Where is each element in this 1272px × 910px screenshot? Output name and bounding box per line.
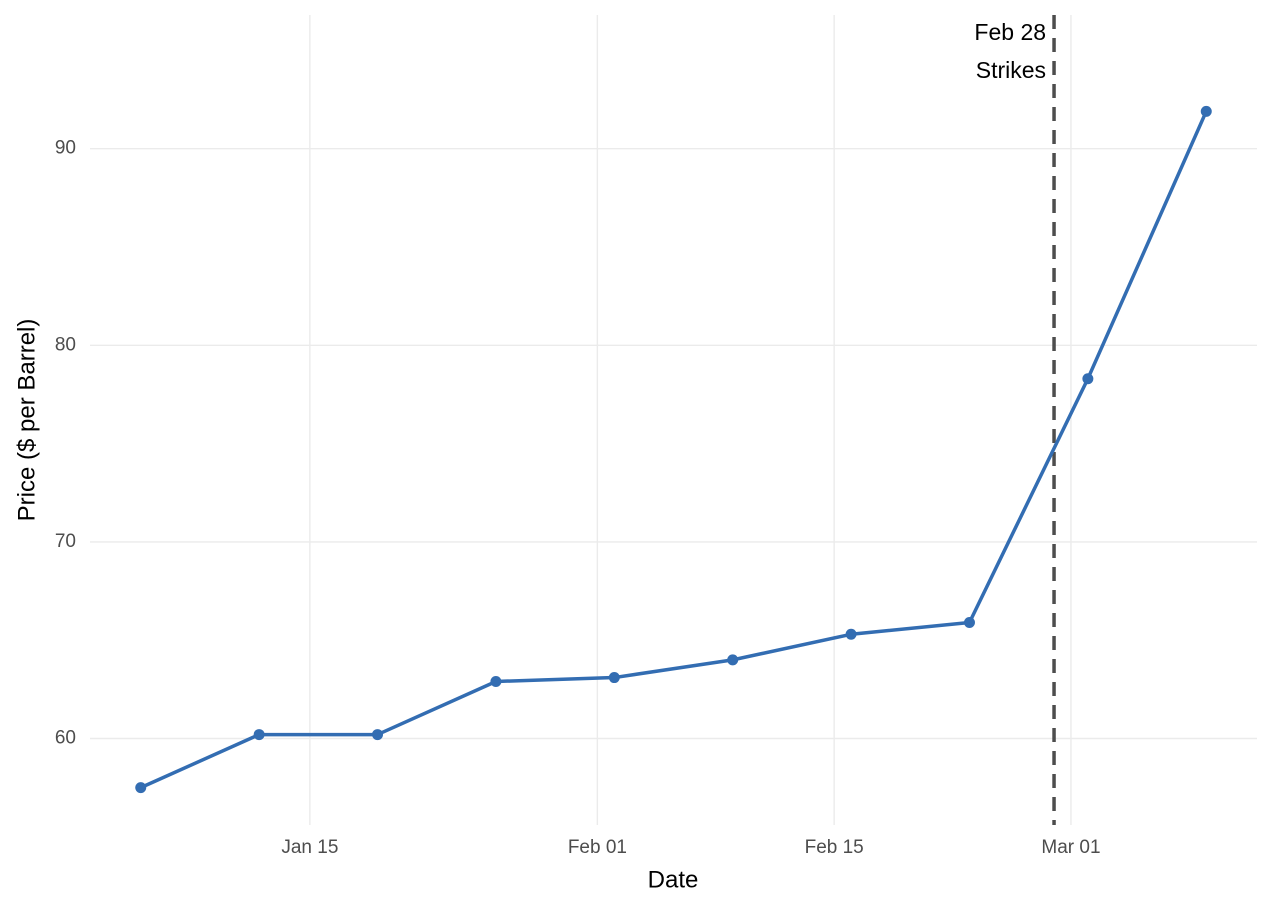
point xyxy=(845,628,857,640)
y-tick-label: 80 xyxy=(55,334,76,355)
x-tick-label: Jan 15 xyxy=(281,837,338,858)
x-tick-label: Feb 01 xyxy=(568,837,627,858)
y-tick-label: 90 xyxy=(55,138,76,159)
event-label: Feb 28 xyxy=(974,19,1046,45)
point xyxy=(1082,373,1094,385)
y-axis-title: Price ($ per Barrel) xyxy=(13,319,40,522)
point xyxy=(135,782,147,794)
point xyxy=(608,672,620,684)
event-label: Strikes xyxy=(976,57,1046,83)
y-tick-label: 60 xyxy=(55,728,76,749)
x-axis-title: Date xyxy=(648,866,699,893)
x-tick-label: Mar 01 xyxy=(1041,837,1100,858)
line xyxy=(140,110,1208,790)
point xyxy=(372,729,384,741)
point xyxy=(490,675,502,687)
point xyxy=(1200,105,1212,117)
x-tick-label: Feb 15 xyxy=(805,837,864,858)
point xyxy=(963,617,975,628)
y-tick-label: 70 xyxy=(55,531,76,552)
point xyxy=(727,654,739,666)
point xyxy=(253,729,265,741)
